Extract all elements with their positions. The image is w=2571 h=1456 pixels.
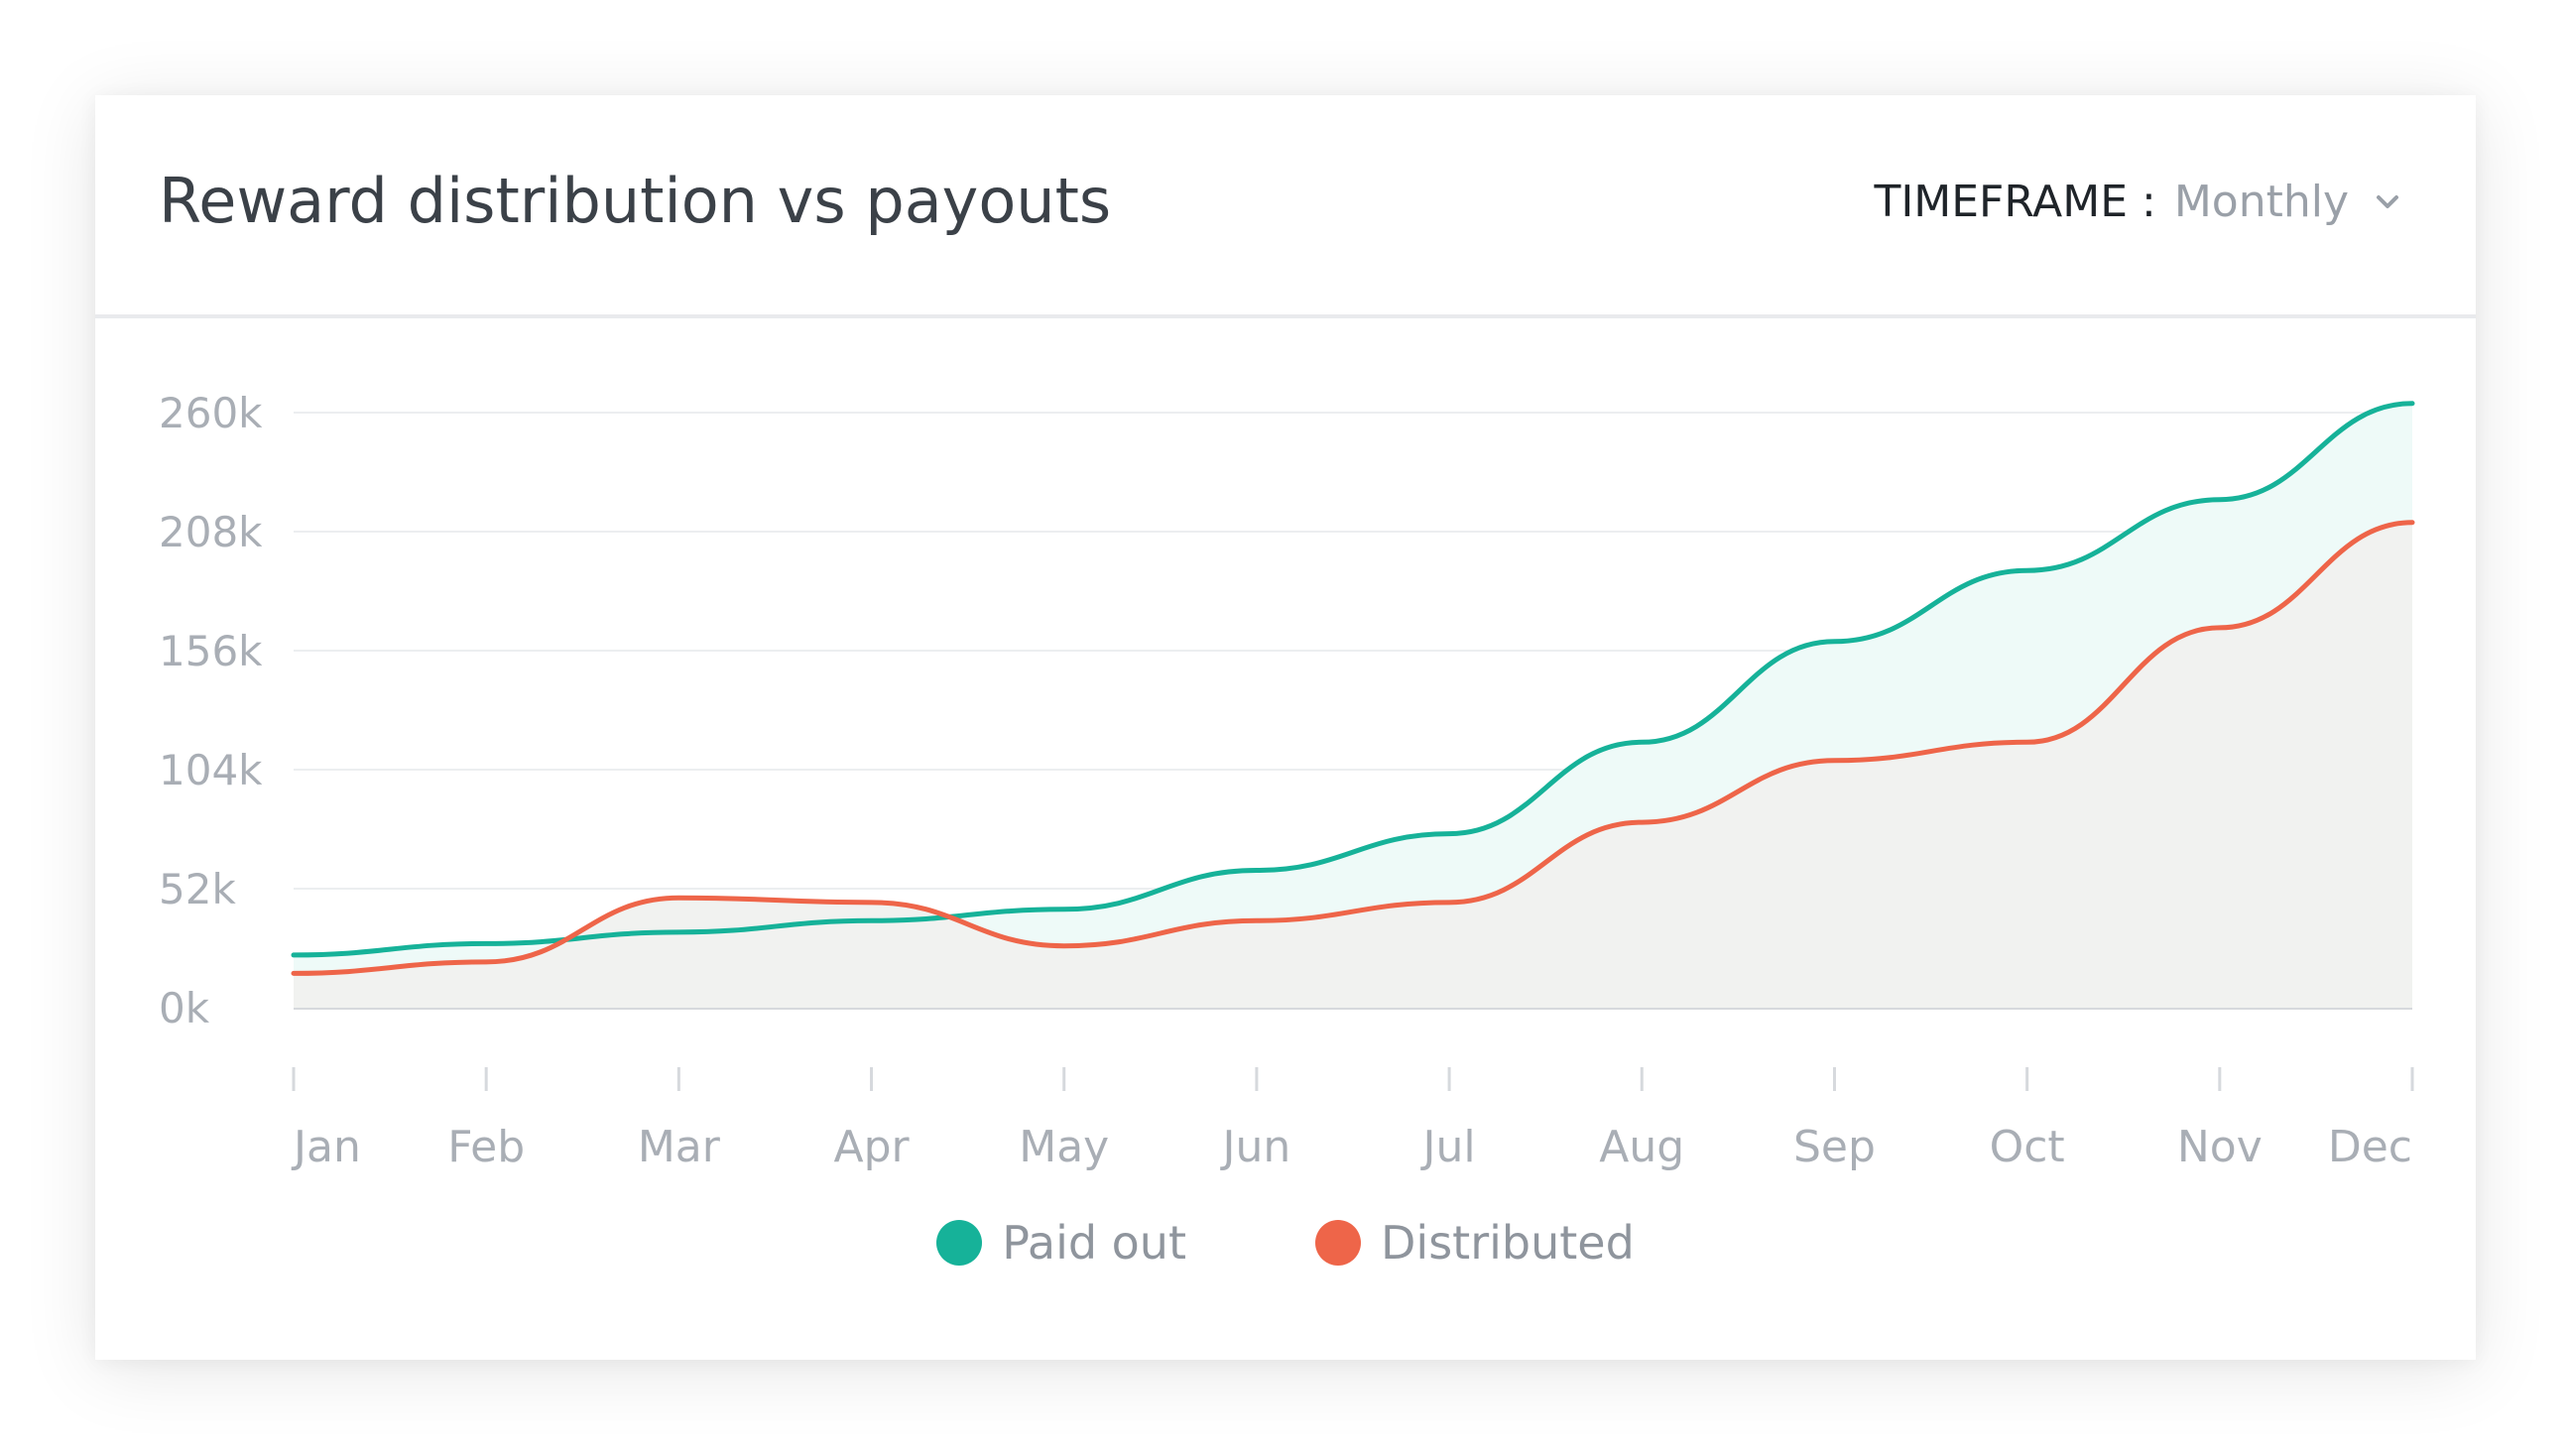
line-paid-out [291, 401, 2415, 958]
y-tick-label: 208k [159, 508, 263, 556]
x-tick-label: Nov [2177, 1122, 2263, 1172]
x-tick-label: Feb [447, 1122, 525, 1172]
x-tick-label: Mar [638, 1122, 721, 1172]
x-tick-label: Aug [1599, 1122, 1684, 1172]
x-tick-label: Oct [1990, 1122, 2065, 1172]
legend-item-distributed[interactable]: Distributed [1315, 1216, 1635, 1270]
area-distributed [294, 522, 2412, 1008]
chart-card: Reward distribution vs payouts TIMEFRAME… [95, 95, 2476, 1360]
series-lines [291, 401, 2415, 976]
legend-dot-distributed [1315, 1220, 1361, 1266]
legend-dot-paid-out [936, 1220, 983, 1266]
y-axis-ticks: 0k 52k 104k 156k 208k 260k [159, 389, 263, 1032]
series-areas [294, 403, 2412, 1008]
chart-title: Reward distribution vs payouts [159, 165, 1112, 237]
x-tick-label: Apr [833, 1122, 910, 1172]
y-tick-label: 104k [159, 746, 263, 794]
chevron-down-icon[interactable] [2371, 185, 2404, 219]
x-tick-label: Sep [1793, 1122, 1876, 1172]
x-tick-label: Dec [2328, 1122, 2412, 1172]
y-tick-label: 52k [159, 865, 236, 913]
x-tick-label: May [1019, 1122, 1109, 1172]
chart-plot: 0k 52k 104k 156k 208k 260k Jan Feb Mar Apr May Jun… [159, 389, 2415, 1172]
legend-label-paid-out: Paid out [1002, 1216, 1186, 1270]
chart-legend: Paid out Distributed [95, 1216, 2476, 1270]
x-tick-label: Jun [1220, 1122, 1291, 1172]
legend-item-paid-out[interactable]: Paid out [936, 1216, 1186, 1270]
line-distributed [291, 520, 2415, 976]
timeframe-label: TIMEFRAME : [1874, 177, 2156, 227]
timeframe-selector[interactable]: TIMEFRAME : Monthly [1874, 177, 2404, 227]
y-tick-label: 260k [159, 389, 263, 437]
x-tick-label: Jan [291, 1122, 361, 1172]
y-tick-label: 156k [159, 627, 263, 675]
legend-label-distributed: Distributed [1381, 1216, 1635, 1270]
card-header: Reward distribution vs payouts TIMEFRAME… [95, 95, 2476, 318]
timeframe-value[interactable]: Monthly [2173, 177, 2349, 227]
x-axis-ticks: Jan Feb Mar Apr May Jun Jul Aug Sep Oct Nov Dec [291, 1067, 2414, 1172]
x-tick-label: Jul [1420, 1122, 1476, 1172]
y-tick-label: 0k [159, 984, 210, 1032]
